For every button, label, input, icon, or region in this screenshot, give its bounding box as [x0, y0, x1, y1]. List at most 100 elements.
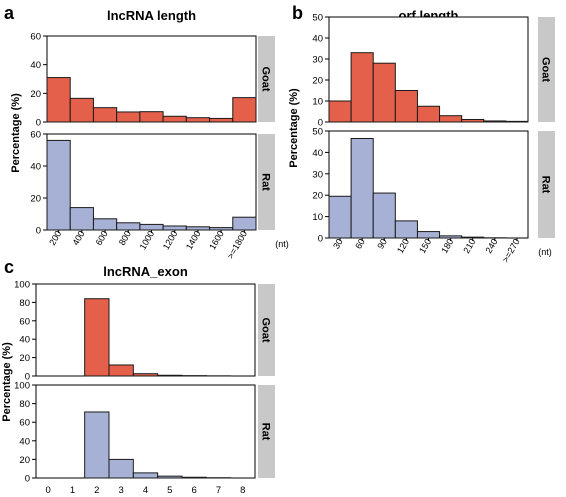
bar-goat-4 — [132, 373, 159, 377]
bar-goat-600 — [92, 107, 118, 123]
facet-strip — [258, 134, 275, 230]
panel-title: lncRNA_exon — [103, 264, 188, 279]
y-tick-label: 40 — [19, 436, 30, 447]
x-tick-label: 240 — [483, 237, 499, 255]
x-tick-label: 60 — [353, 237, 367, 251]
y-tick-label: 50 — [312, 13, 323, 24]
x-tick-label: 600 — [94, 229, 110, 247]
series-goat: Goat 0 20 40 60 80 100 — [14, 280, 275, 383]
series-goat: Goat 0 20 40 60 — [30, 32, 275, 129]
bar-rat-3 — [108, 458, 134, 479]
x-tick-label: 200 — [47, 229, 63, 247]
bar-goat-5 — [157, 374, 183, 377]
y-tick-label: 100 — [14, 280, 30, 291]
bar-rat-600 — [92, 218, 118, 231]
y-tick-label: 80 — [19, 298, 30, 309]
bar-goat-1600 — [209, 117, 234, 123]
y-tick-label: 20 — [19, 353, 30, 364]
bar-rat-4 — [132, 472, 159, 479]
y-tick-label: 60 — [30, 32, 41, 43]
y-tick-label: 40 — [312, 34, 323, 45]
x-tick-label: 150 — [417, 237, 433, 255]
x-unit-label: (nt) — [275, 239, 289, 249]
y-tick-label: 20 — [312, 191, 323, 202]
bar-rat-1600 — [209, 227, 234, 231]
y-tick-label: 20 — [312, 76, 323, 87]
bar-rat-150 — [416, 231, 441, 239]
y-tick-label: 10 — [312, 212, 323, 223]
y-axis-label: Percentage (%) — [10, 93, 22, 173]
x-tick-label: 120 — [395, 237, 411, 255]
x-tick-label: 2 — [94, 485, 99, 496]
facet-label: Goat — [260, 317, 272, 342]
panel-label: a — [4, 3, 15, 23]
x-tick-label: 1000 — [138, 229, 157, 251]
bar-rat-90 — [372, 192, 396, 239]
y-tick-label: 0 — [25, 372, 30, 383]
y-tick-label: 0 — [318, 118, 323, 129]
facet-strip — [538, 17, 555, 122]
x-tick-label: 800 — [117, 229, 133, 247]
bar-rat-6 — [181, 476, 207, 479]
bar-goat-30 — [328, 100, 352, 123]
bar-goat-90 — [372, 62, 396, 123]
y-tick-label: 20 — [30, 89, 41, 100]
panel-label: c — [4, 257, 14, 277]
facet-label: Rat — [540, 176, 552, 194]
panel-label: b — [292, 3, 303, 23]
bar-rat-200 — [46, 139, 71, 231]
bar-rat-800 — [116, 222, 141, 231]
bar-goat-1000 — [139, 111, 164, 123]
x-tick-label: 0 — [46, 485, 51, 496]
series-rat: Rat 0 20 40 60 80 100 — [14, 381, 275, 485]
y-tick-label: 10 — [312, 97, 323, 108]
y-tick-label: 60 — [30, 130, 41, 141]
bar-goat-210 — [461, 118, 485, 123]
y-tick-label: 30 — [312, 55, 323, 66]
x-tick-label: 1400 — [184, 229, 203, 251]
facet-label: Goat — [260, 66, 272, 91]
y-tick-label: 0 — [25, 474, 30, 485]
series-rat: Rat 0 10 20 30 40 50 — [312, 127, 555, 245]
bar-goat-800 — [116, 111, 141, 123]
y-tick-label: 40 — [19, 335, 30, 346]
y-tick-label: 0 — [318, 234, 323, 245]
y-axis-label: Percentage (%) — [1, 342, 13, 422]
y-tick-label: 20 — [19, 455, 30, 466]
y-tick-label: 80 — [19, 399, 30, 410]
bar-goat-150 — [416, 105, 441, 123]
y-tick-label: 100 — [14, 381, 30, 392]
y-tick-label: 30 — [312, 169, 323, 180]
facet-label: Rat — [260, 173, 272, 191]
y-axis-label: Percentage (%) — [288, 88, 300, 168]
bar-rat-400 — [69, 207, 94, 231]
x-tick-label: 400 — [70, 229, 86, 247]
bar-rat-5 — [157, 475, 183, 479]
bar-goat->=1800 — [232, 97, 257, 123]
x-tick-label: 5 — [167, 485, 172, 496]
facet-strip — [258, 36, 275, 122]
bar-goat-200 — [46, 77, 71, 123]
bar-goat-400 — [69, 97, 94, 123]
bar-rat-2 — [84, 411, 110, 479]
bar-goat-1400 — [185, 117, 211, 123]
bar-rat-30 — [328, 195, 352, 239]
x-tick-label: 30 — [331, 237, 345, 251]
bar-rat-60 — [350, 137, 374, 239]
x-tick-label: 4 — [143, 485, 148, 496]
bar-rat->=1800 — [232, 216, 257, 231]
bar-goat-1200 — [162, 115, 187, 123]
y-tick-label: 0 — [36, 226, 41, 237]
bar-goat-3 — [108, 364, 134, 377]
x-tick-label: >=270 — [500, 237, 521, 264]
y-tick-label: 20 — [30, 194, 41, 205]
x-unit-label: (nt) — [538, 247, 552, 257]
series-rat: Rat 0 20 40 60 — [30, 130, 275, 237]
panel-title: lncRNA length — [107, 8, 196, 23]
facet-strip — [538, 131, 555, 238]
y-tick-label: 60 — [19, 316, 30, 327]
